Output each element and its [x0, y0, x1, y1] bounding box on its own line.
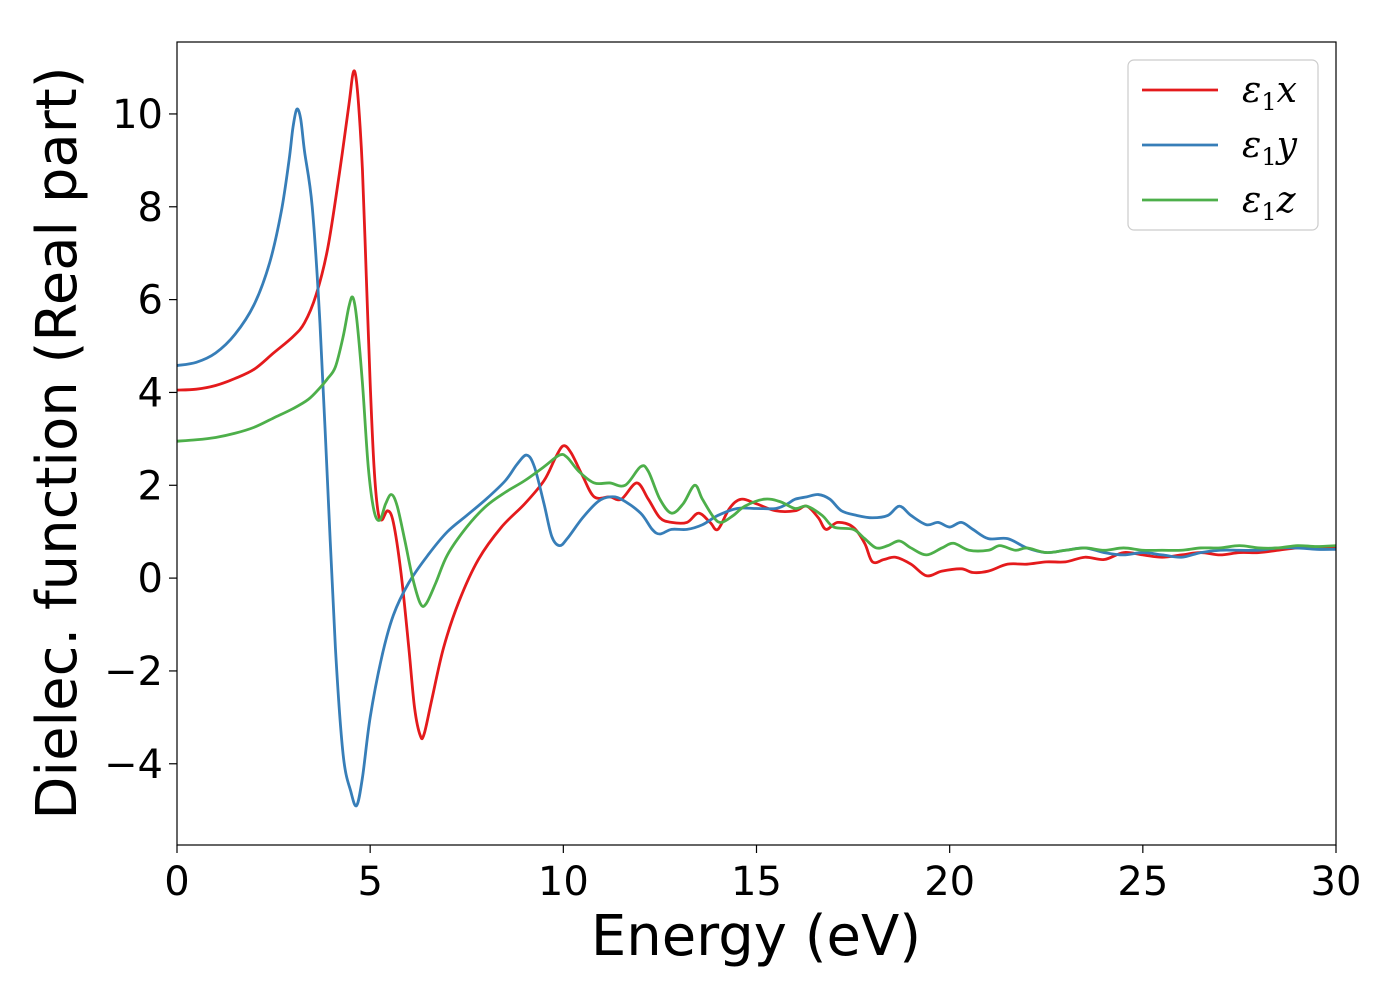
y-tick-label: 4: [138, 370, 163, 416]
x-axis-label: Energy (eV): [591, 904, 921, 969]
x-tick-label: 10: [538, 859, 589, 905]
x-tick-label: 0: [164, 859, 189, 905]
x-tick-label: 15: [731, 859, 782, 905]
y-axis-label: Dielec. function (Real part): [25, 66, 90, 819]
y-tick-label: −4: [104, 742, 163, 788]
x-axis-ticks: 0 5 10 15 20 25 30: [164, 845, 1361, 905]
x-tick-label: 20: [924, 859, 975, 905]
legend-label-z: ε1z: [1242, 180, 1297, 226]
series-line-z: [177, 295, 1336, 608]
series-lines: [177, 69, 1336, 808]
series-line-x: [177, 69, 1336, 741]
y-tick-label: −2: [104, 649, 163, 695]
legend-box: [1127, 59, 1319, 231]
x-tick-label: 25: [1117, 859, 1168, 905]
y-tick-label: 2: [138, 463, 163, 509]
y-tick-label: 6: [138, 278, 163, 324]
legend: ε1x ε1y ε1z: [1127, 59, 1319, 231]
legend-label-y: ε1y: [1242, 125, 1298, 171]
legend-label-x: ε1x: [1242, 70, 1297, 116]
y-tick-label: 0: [138, 556, 163, 602]
y-tick-label: 10: [112, 92, 163, 138]
y-axis-ticks: −4 −2 0 2 4 6 8 10: [104, 92, 177, 788]
x-tick-label: 30: [1311, 859, 1362, 905]
y-tick-label: 8: [138, 185, 163, 231]
x-tick-label: 5: [357, 859, 382, 905]
